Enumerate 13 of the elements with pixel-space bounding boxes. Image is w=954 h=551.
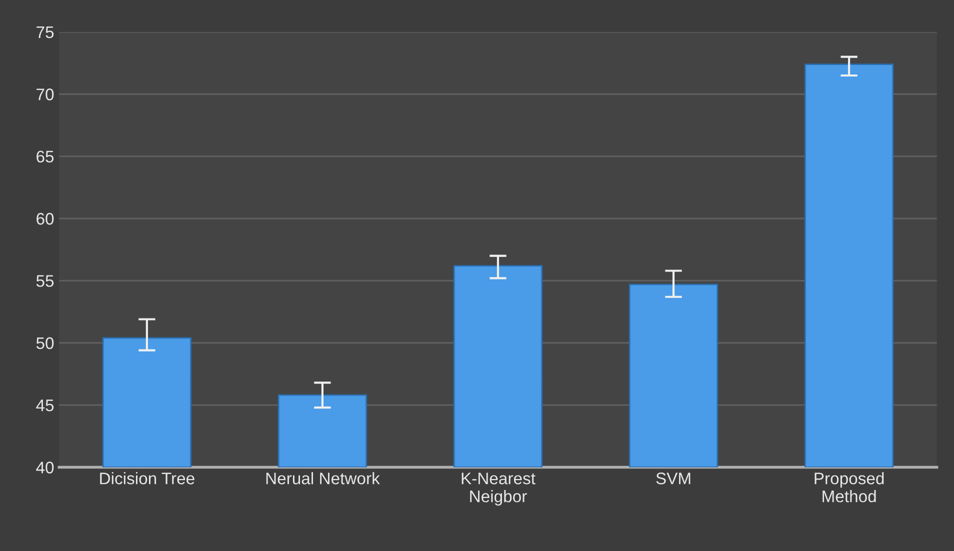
y-tick-label: 50 xyxy=(36,337,54,350)
x-tick-label: K-Nearest Neigbor xyxy=(462,472,536,506)
y-tick-label: 45 xyxy=(36,400,54,412)
y-tick-label: 75 xyxy=(36,26,54,38)
y-tick-label: 70 xyxy=(36,88,54,100)
x-tick-label: Dicision Tree xyxy=(100,472,194,484)
y-tick-label: 60 xyxy=(36,212,54,225)
x-tick-label: Proposed Method xyxy=(814,472,884,502)
y-tick-label: 55 xyxy=(36,275,54,287)
y-tick-label: 40 xyxy=(36,462,54,474)
x-tick-label: SVM xyxy=(656,472,690,484)
y-tick-label: 65 xyxy=(36,150,54,163)
x-tick-label: Nerual Network xyxy=(266,472,380,484)
